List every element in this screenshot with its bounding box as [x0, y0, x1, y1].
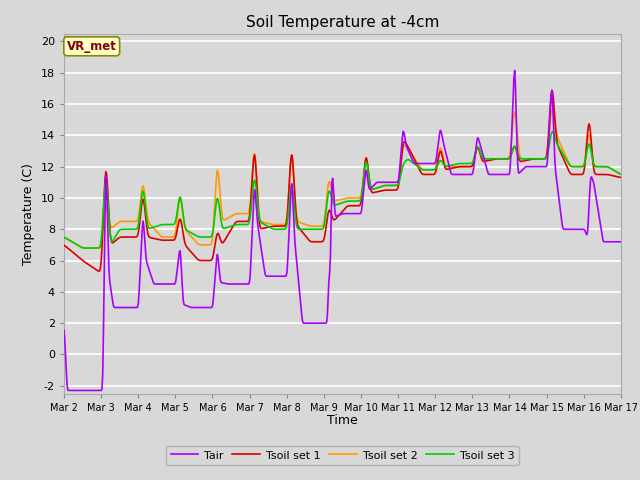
Tsoil set 3	[428, 167, 435, 173]
Tair	[428, 161, 435, 167]
Tsoil set 3	[617, 171, 625, 177]
Tsoil set 3	[549, 129, 557, 134]
Tsoil set 2	[83, 245, 91, 251]
Tsoil set 1	[214, 230, 222, 236]
Tair	[617, 239, 625, 245]
Tair	[65, 387, 73, 393]
Tsoil set 3	[128, 227, 136, 232]
Tsoil set 2	[60, 235, 68, 240]
Tsoil set 2	[548, 107, 556, 113]
Tsoil set 1	[411, 157, 419, 163]
Tsoil set 1	[548, 87, 556, 93]
Text: VR_met: VR_met	[67, 40, 116, 53]
Tsoil set 1	[95, 268, 102, 274]
Tsoil set 2	[617, 171, 625, 177]
Tair	[511, 68, 518, 73]
Tsoil set 3	[411, 161, 419, 167]
Tsoil set 1	[185, 246, 193, 252]
Y-axis label: Temperature (C): Temperature (C)	[22, 163, 35, 264]
Title: Soil Temperature at -4cm: Soil Temperature at -4cm	[246, 15, 439, 30]
Tsoil set 1	[617, 175, 625, 180]
Tair	[71, 387, 79, 393]
Tsoil set 2	[185, 231, 193, 237]
Tair	[185, 304, 193, 310]
Legend: Tair, Tsoil set 1, Tsoil set 2, Tsoil set 3: Tair, Tsoil set 1, Tsoil set 2, Tsoil se…	[166, 446, 518, 465]
X-axis label: Time: Time	[327, 414, 358, 427]
Tsoil set 1	[428, 171, 435, 177]
Line: Tsoil set 1: Tsoil set 1	[64, 90, 621, 271]
Tsoil set 2	[128, 218, 136, 224]
Tsoil set 2	[428, 167, 435, 173]
Tair	[411, 161, 419, 167]
Line: Tsoil set 2: Tsoil set 2	[64, 110, 621, 248]
Tair	[60, 327, 68, 333]
Tsoil set 3	[185, 228, 193, 234]
Tsoil set 2	[214, 169, 222, 175]
Tsoil set 1	[70, 251, 78, 256]
Tair	[128, 305, 136, 311]
Tsoil set 3	[60, 235, 68, 240]
Tsoil set 3	[214, 197, 222, 203]
Tsoil set 3	[70, 240, 78, 246]
Line: Tsoil set 3: Tsoil set 3	[64, 132, 621, 248]
Tair	[214, 255, 222, 261]
Tsoil set 3	[83, 245, 91, 251]
Tsoil set 2	[70, 240, 78, 246]
Tsoil set 1	[128, 234, 136, 240]
Tsoil set 1	[60, 242, 68, 248]
Tsoil set 2	[411, 156, 419, 162]
Line: Tair: Tair	[64, 71, 621, 390]
